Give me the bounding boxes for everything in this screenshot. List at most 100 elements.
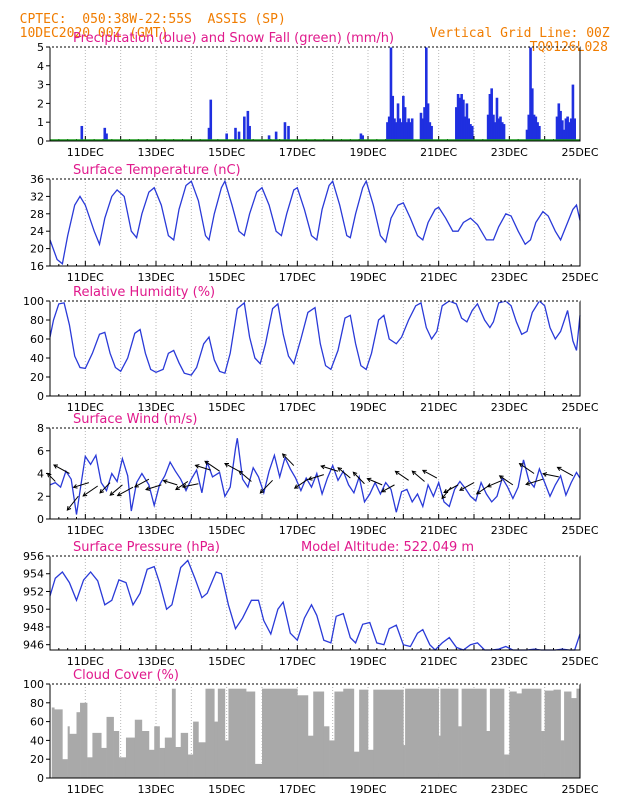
y-tick-label: 80 <box>30 697 44 710</box>
x-tick-label: 11DEC <box>67 271 104 284</box>
x-tick-label: 11DEC <box>67 655 104 668</box>
precip-bar <box>359 133 363 141</box>
cloud-bar <box>329 740 335 778</box>
wind-vector-head <box>556 466 562 471</box>
wind-vector-head <box>109 491 115 496</box>
cloud-bar <box>125 737 136 778</box>
x-tick-label: 23DEC <box>491 524 528 537</box>
temp-line <box>49 179 581 265</box>
wind-vector-head <box>475 490 481 495</box>
precip-bar <box>536 122 539 141</box>
cloud-bar <box>214 721 219 778</box>
precip-bar <box>287 125 290 141</box>
panel-title: Cloud Cover (%) <box>73 668 179 683</box>
precip-bar <box>529 47 532 141</box>
y-tick-label: 36 <box>30 173 44 186</box>
precip-bar <box>267 135 271 141</box>
wind-vector <box>422 469 438 479</box>
wind-vector-head <box>459 486 464 491</box>
panel-title: Surface Pressure (hPa) <box>73 540 220 555</box>
precip-bar <box>467 118 470 141</box>
panel-cloud <box>46 683 581 779</box>
cloud-bar <box>461 688 487 778</box>
precip-bar <box>274 131 278 141</box>
precip-bar <box>555 116 559 141</box>
precip-bar <box>460 94 463 141</box>
x-tick-label: 15DEC <box>208 146 245 159</box>
x-tick-label: 13DEC <box>137 655 174 668</box>
wind-vector-head <box>53 464 58 469</box>
wind-vector-head <box>498 475 504 480</box>
precip-bar <box>396 103 400 141</box>
precip-bar <box>557 103 561 141</box>
x-tick-label: 17DEC <box>279 146 316 159</box>
cloud-bar <box>80 702 88 778</box>
precip-bar <box>538 125 541 141</box>
wind-vector-head <box>133 483 139 488</box>
precip-bar <box>80 125 84 141</box>
y-tick-label: 956 <box>23 550 44 563</box>
x-tick-label: 17DEC <box>279 783 316 796</box>
cloud-bar <box>51 707 55 778</box>
y-tick-label: 5 <box>37 41 44 54</box>
x-tick-label: 15DEC <box>208 524 245 537</box>
panel-subtitle: Model Altitude: 522.049 m <box>301 540 474 555</box>
wind-vector <box>321 465 339 472</box>
wind-vector-head <box>194 464 200 469</box>
cloud-bar <box>54 709 63 778</box>
wind-vector-head <box>66 506 72 511</box>
cloud-bar <box>262 688 298 778</box>
x-tick-label: 23DEC <box>491 146 528 159</box>
x-tick-label: 13DEC <box>137 524 174 537</box>
cloud-bar <box>564 691 572 778</box>
cloud-bar <box>373 689 404 778</box>
cloud-bar <box>458 726 462 778</box>
y-tick-label: 28 <box>30 208 44 221</box>
wind-vector-head <box>441 494 446 500</box>
x-tick-label: 19DEC <box>349 655 386 668</box>
y-tick-label: 20 <box>30 371 44 384</box>
x-tick-label: 25DEC <box>561 783 598 796</box>
precip-bar <box>573 118 576 141</box>
precip-bar <box>248 125 251 141</box>
x-tick-label: 13DEC <box>137 146 174 159</box>
cloud-bar <box>509 691 517 778</box>
wind-vector-head <box>99 488 105 494</box>
precip-bar <box>234 127 237 141</box>
panel-temp <box>46 178 581 267</box>
wind-vector-head <box>181 483 187 489</box>
x-tick-label: 25DEC <box>561 655 598 668</box>
y-tick-label: 4 <box>37 468 44 481</box>
precip-bar <box>426 103 430 141</box>
cloud-bar <box>187 754 194 778</box>
cloud-bar <box>118 757 127 778</box>
rh-line <box>49 299 581 376</box>
grid-note-label: Vertical Grid Line: 00Z <box>429 26 610 41</box>
precip-bar <box>387 116 391 141</box>
x-tick-label: 17DEC <box>279 271 316 284</box>
y-tick-label: 40 <box>30 352 44 365</box>
precip-bar <box>421 118 425 141</box>
precip-bar <box>493 122 497 141</box>
wind-vector-head <box>525 481 531 486</box>
wind-vector-head <box>175 485 180 491</box>
pres-line <box>49 559 581 651</box>
x-tick-label: 13DEC <box>137 401 174 414</box>
y-tick-label: 950 <box>23 603 44 616</box>
precip-bar <box>402 95 405 141</box>
precip-bar <box>488 94 492 141</box>
cloud-bar <box>307 735 314 778</box>
wind-vector <box>487 479 503 488</box>
wind-vector <box>109 484 123 496</box>
panel-precip <box>46 46 581 142</box>
precip-bar <box>571 84 575 141</box>
wind-vector <box>557 466 574 477</box>
precip-bar <box>562 129 566 141</box>
y-tick-label: 6 <box>37 445 44 458</box>
y-tick-label: 952 <box>23 585 44 598</box>
location-label: 050:38W-22:55S ASSIS (SP) <box>82 12 286 27</box>
precip-bar <box>400 122 403 141</box>
precip-bar <box>499 116 502 141</box>
y-tick-label: 60 <box>30 716 44 729</box>
cloud-bar <box>101 747 107 778</box>
